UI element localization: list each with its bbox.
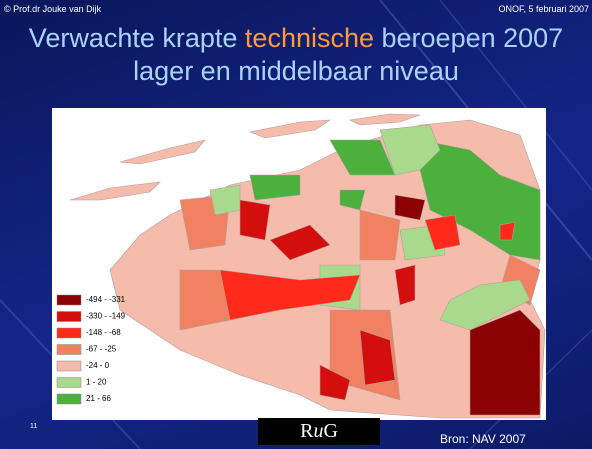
legend-swatch [56, 360, 82, 372]
logo-part: u [313, 420, 324, 442]
page-number: 11 [30, 423, 38, 430]
logo-part: R [300, 420, 314, 442]
legend-label: -67 - -25 [86, 345, 117, 354]
logo: RuG [258, 418, 380, 445]
title-text: beroepen 2007 lager en middelbaar niveau [133, 23, 564, 86]
legend-label: 21 - 66 [86, 394, 111, 403]
legend-swatch [56, 294, 82, 306]
event-date: ONOF, 5 februari 2007 [498, 4, 589, 14]
legend-label: -148 - -68 [86, 328, 121, 337]
slide-title: Verwachte krapte technische beroepen 200… [0, 22, 592, 88]
logo-part: G [323, 420, 338, 442]
legend-label: -24 - 0 [86, 361, 110, 370]
title-text: Verwachte krapte [28, 23, 245, 53]
author: © Prof.dr Jouke van Dijk [4, 4, 102, 14]
legend-swatch [56, 327, 82, 339]
legend-swatch [56, 311, 82, 322]
source: Bron: NAV 2007 [440, 432, 526, 446]
legend-swatch [56, 344, 82, 355]
title-highlight: technische [244, 23, 375, 53]
legend-swatch [56, 393, 82, 405]
legend-swatch [56, 377, 82, 388]
legend-label: -494 - -331 [86, 295, 126, 304]
legend: -494 - -331 -330 - -149 -148 - -68 -67 - -2… [56, 294, 126, 405]
legend-label: -330 - -149 [86, 312, 126, 321]
regions [69, 113, 546, 419]
legend-label: 1 - 20 [86, 378, 107, 387]
